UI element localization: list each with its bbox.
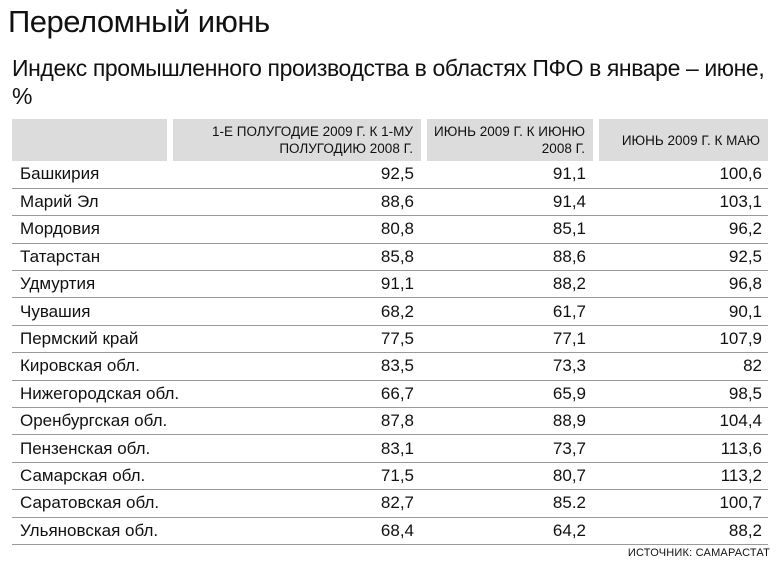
half-year-value: 87,8 — [170, 407, 424, 436]
june-yoy-value: 91,4 — [424, 188, 596, 217]
half-year-value: 88,6 — [170, 188, 424, 217]
half-year-value: 82,7 — [170, 489, 424, 518]
half-year-value: 92,5 — [170, 161, 424, 189]
header-region — [12, 119, 173, 161]
half-year-value: 66,7 — [170, 380, 424, 409]
june-yoy-value: 61,7 — [424, 297, 596, 326]
region-cell: Мордовия — [12, 215, 170, 244]
region-cell: Нижегородская обл. — [12, 380, 179, 409]
june-yoy-value: 85,1 — [424, 215, 596, 244]
june-yoy-value: 64,2 — [424, 517, 596, 545]
region-cell: Кировская обл. — [12, 352, 170, 381]
june-mom-value: 103,1 — [596, 188, 768, 217]
june-yoy-value: 80,7 — [424, 462, 596, 491]
june-mom-value: 100,7 — [596, 489, 768, 518]
half-year-value: 77,5 — [170, 325, 424, 354]
table-row: Кировская обл. 83,5 73,3 82 — [12, 352, 768, 381]
june-yoy-value: 73,7 — [424, 434, 596, 463]
june-yoy-value: 88,6 — [424, 243, 596, 272]
region-cell: Татарстан — [12, 243, 170, 272]
june-mom-value: 82 — [596, 352, 768, 381]
june-mom-value: 100,6 — [596, 161, 768, 189]
table-header: 1-е полугодие 2009 г. к 1-му полугодию 2… — [12, 119, 768, 161]
table-row: Саратовская обл. 82,7 85.2 100,7 — [12, 489, 768, 518]
june-mom-value: 104,4 — [596, 407, 768, 436]
header-june-yoy: июнь 2009 г. к июню 2008 г. — [424, 119, 599, 161]
june-mom-value: 88,2 — [596, 517, 768, 545]
june-yoy-value: 85.2 — [424, 489, 596, 518]
june-yoy-value: 73,3 — [424, 352, 596, 381]
table-row: Пермский край 77,5 77,1 107,9 — [12, 325, 768, 354]
table-row: Самарская обл. 71,5 80,7 113,2 — [12, 462, 768, 491]
region-cell: Пензенская обл. — [12, 434, 170, 463]
june-yoy-value: 77,1 — [424, 325, 596, 354]
table-row: Ульяновская обл. 68,4 64,2 88,2 — [12, 517, 768, 545]
region-cell: Марий Эл — [12, 188, 170, 217]
table-row: Чувашия 68,2 61,7 90,1 — [12, 297, 768, 326]
half-year-value: 85,8 — [170, 243, 424, 272]
header-half-year: 1-е полугодие 2009 г. к 1-му полугодию 2… — [170, 119, 427, 161]
table-header-row: 1-е полугодие 2009 г. к 1-му полугодию 2… — [12, 119, 768, 161]
half-year-value: 68,2 — [170, 297, 424, 326]
region-cell: Чувашия — [12, 297, 170, 326]
table-row: Башкирия 92,5 91,1 100,6 — [12, 161, 768, 189]
june-mom-value: 113,6 — [596, 434, 768, 463]
june-mom-value: 90,1 — [596, 297, 768, 326]
june-mom-value: 107,9 — [596, 325, 768, 354]
half-year-value: 83,1 — [170, 434, 424, 463]
region-cell: Удмуртия — [12, 270, 170, 299]
june-mom-value: 92,5 — [596, 243, 768, 272]
source-note: Источник: Самарастат — [627, 547, 770, 559]
table-row: Пензенская обл. 83,1 73,7 113,6 — [12, 434, 768, 463]
region-cell: Самарская обл. — [12, 462, 170, 491]
production-index-table: 1-е полугодие 2009 г. к 1-му полугодию 2… — [12, 119, 768, 545]
june-mom-value: 113,2 — [596, 462, 768, 491]
table-row: Оренбургская обл. 87,8 88,9 104,4 — [12, 407, 768, 436]
half-year-value: 91,1 — [170, 270, 424, 299]
page-title: Переломный июнь — [8, 4, 270, 39]
table-row: Мордовия 80,8 85,1 96,2 — [12, 215, 768, 244]
region-cell: Саратовская обл. — [12, 489, 170, 518]
june-yoy-value: 65,9 — [424, 380, 596, 409]
june-yoy-value: 88,2 — [424, 270, 596, 299]
table-row: Удмуртия 91,1 88,2 96,8 — [12, 270, 768, 299]
table-subtitle: Индекс промышленного производства в обла… — [12, 55, 765, 109]
table-body: Башкирия 92,5 91,1 100,6 Марий Эл 88,6 91,4 103… — [12, 161, 768, 545]
half-year-value: 68,4 — [170, 517, 424, 545]
region-cell: Башкирия — [12, 161, 170, 189]
table-row: Нижегородская обл. 66,7 65,9 98,5 — [12, 380, 768, 409]
june-mom-value: 98,5 — [596, 380, 768, 409]
june-mom-value: 96,2 — [596, 215, 768, 244]
header-june-mom: июнь 2009 г. к маю — [596, 119, 768, 161]
region-cell: Оренбургская обл. — [12, 407, 170, 436]
region-cell: Ульяновская обл. — [12, 517, 170, 545]
june-yoy-value: 88,9 — [424, 407, 596, 436]
region-cell: Пермский край — [12, 325, 170, 354]
table-row: Татарстан 85,8 88,6 92,5 — [12, 243, 768, 272]
half-year-value: 83,5 — [170, 352, 424, 381]
table-row: Марий Эл 88,6 91,4 103,1 — [12, 188, 768, 217]
june-yoy-value: 91,1 — [424, 161, 596, 189]
half-year-value: 80,8 — [170, 215, 424, 244]
june-mom-value: 96,8 — [596, 270, 768, 299]
half-year-value: 71,5 — [170, 462, 424, 491]
